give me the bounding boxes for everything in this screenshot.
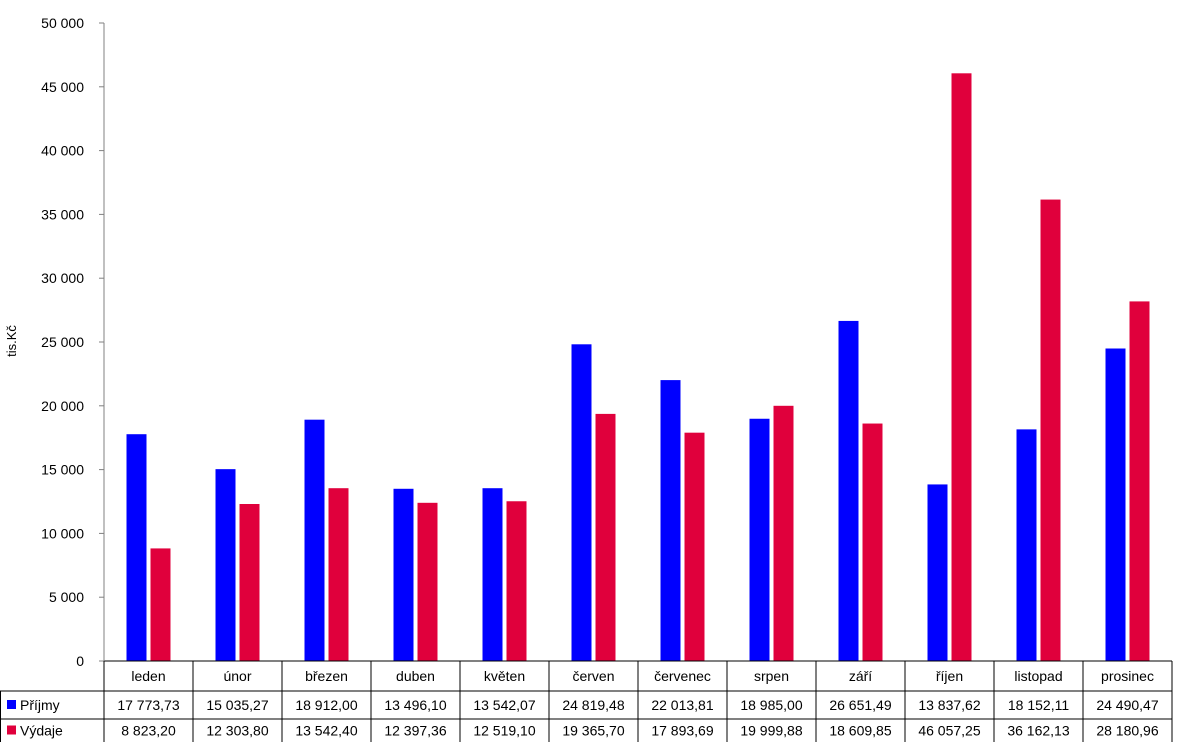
table-cell: 17 893,69 xyxy=(651,723,713,739)
category-label: březen xyxy=(305,668,348,684)
table-cell: 15 035,27 xyxy=(206,697,268,713)
y-axis-label: tis.Kč xyxy=(4,325,19,357)
table-cell: 12 397,36 xyxy=(384,723,446,739)
bar-prijmy xyxy=(749,418,770,661)
category-label: duben xyxy=(396,668,435,684)
table-cell: 24 819,48 xyxy=(562,697,624,713)
bar-prijmy xyxy=(1105,348,1126,661)
y-tick-label: 5 000 xyxy=(49,589,84,605)
bar-prijmy xyxy=(304,419,325,661)
bar-vydaje xyxy=(684,432,705,661)
y-tick-label: 50 000 xyxy=(41,15,84,31)
table-cell: 18 609,85 xyxy=(829,723,891,739)
y-tick-label: 10 000 xyxy=(41,525,84,541)
bar-vydaje xyxy=(506,501,527,661)
bar-vydaje xyxy=(150,548,171,661)
table-cell: 13 837,62 xyxy=(918,697,980,713)
table-cell: 19 999,88 xyxy=(740,723,802,739)
bar-vydaje xyxy=(1040,199,1061,661)
category-label: srpen xyxy=(754,668,789,684)
bar-vydaje xyxy=(951,73,972,661)
y-tick-label: 15 000 xyxy=(41,462,84,478)
y-tick-label: 45 000 xyxy=(41,79,84,95)
y-tick-label: 0 xyxy=(76,653,84,669)
category-label: říjen xyxy=(936,668,963,684)
table-cell: 13 542,07 xyxy=(473,697,535,713)
table-cell: 12 303,80 xyxy=(206,723,268,739)
bar-prijmy xyxy=(927,484,948,661)
bar-prijmy xyxy=(215,469,236,661)
legend-swatch xyxy=(7,725,16,735)
y-tick-label: 40 000 xyxy=(41,143,84,159)
bar-vydaje xyxy=(773,405,794,661)
table-cell: 28 180,96 xyxy=(1096,723,1158,739)
table-cell: 13 542,40 xyxy=(295,723,357,739)
y-tick-label: 20 000 xyxy=(41,398,84,414)
table-cell: 19 365,70 xyxy=(562,723,624,739)
table-cell: 17 773,73 xyxy=(117,697,179,713)
bar-vydaje xyxy=(862,423,883,661)
table-cell: 18 985,00 xyxy=(740,697,802,713)
category-label: prosinec xyxy=(1101,668,1154,684)
bar-prijmy xyxy=(126,434,147,661)
y-tick-label: 35 000 xyxy=(41,206,84,222)
legend-label: Příjmy xyxy=(20,697,60,713)
bar-prijmy xyxy=(1016,429,1037,661)
table-cell: 36 162,13 xyxy=(1007,723,1069,739)
bar-vydaje xyxy=(595,413,616,661)
y-tick-label: 30 000 xyxy=(41,270,84,286)
bar-vydaje xyxy=(328,488,349,661)
data-table: leden únor březen duben květen červen červenec… xyxy=(0,660,1173,742)
table-cell: 18 912,00 xyxy=(295,697,357,713)
category-label: červenec xyxy=(654,668,711,684)
table-cell: 13 496,10 xyxy=(384,697,446,713)
table-cell: 8 823,20 xyxy=(121,723,176,739)
table-cell: 18 152,11 xyxy=(1008,697,1069,713)
table-cell: 12 519,10 xyxy=(473,723,535,739)
bar-vydaje xyxy=(1129,301,1150,661)
legend-label: Výdaje xyxy=(20,723,63,739)
bar-prijmy xyxy=(838,320,859,661)
bar-vydaje xyxy=(417,502,438,661)
table-cell: 46 057,25 xyxy=(918,723,980,739)
bar-vydaje xyxy=(239,504,260,661)
bar-prijmy xyxy=(660,380,681,661)
bar-prijmy xyxy=(571,344,592,661)
bar-prijmy xyxy=(393,488,414,661)
table-cell: 22 013,81 xyxy=(651,697,713,713)
bars xyxy=(126,73,1150,661)
category-label: září xyxy=(849,668,872,684)
category-label: květen xyxy=(484,668,525,684)
y-tick-label: 25 000 xyxy=(41,334,84,350)
category-label: únor xyxy=(223,668,251,684)
bar-prijmy xyxy=(482,488,503,661)
table-cell: 24 490,47 xyxy=(1096,697,1158,713)
category-label: červen xyxy=(572,668,614,684)
legend-swatch xyxy=(7,700,16,709)
category-label: listopad xyxy=(1014,668,1062,684)
y-axis-ticks: 0 5 000 10 000 15 000 20 000 25 000 30 000 35 0… xyxy=(41,15,104,669)
table-cell: 26 651,49 xyxy=(829,697,891,713)
category-label: leden xyxy=(131,668,165,684)
